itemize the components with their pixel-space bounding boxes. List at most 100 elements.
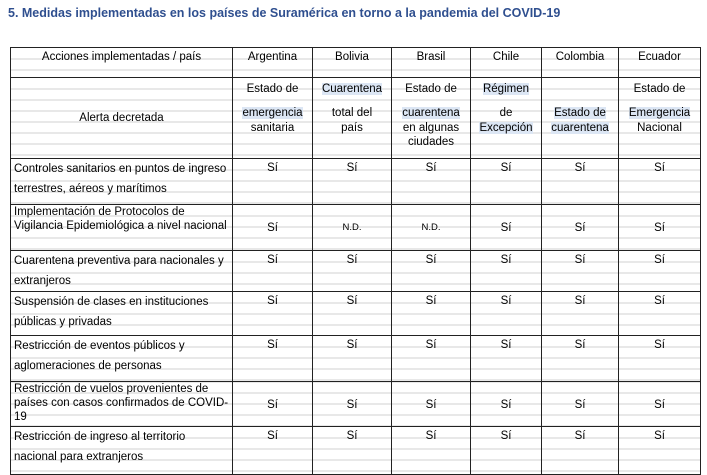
alert-line: cuarentena: [394, 106, 468, 120]
row-value: Sí: [541, 381, 619, 427]
table-row: Restricción de eventos públicos y aglome…: [10, 335, 701, 382]
row-label: Restricción de vuelos provenientes de pa…: [10, 381, 233, 427]
alert-line: Estado de: [405, 83, 457, 95]
highlight: Emergencia: [628, 107, 691, 119]
table-row: Restricción de vuelos provenientes de pa…: [10, 381, 701, 427]
row-value: Sí: [470, 381, 542, 427]
row-value: Sí: [391, 250, 471, 292]
highlight: Excepción: [479, 122, 533, 134]
highlight: Régimen: [482, 83, 530, 95]
table-row: Cuarentena preventiva para nacionales y …: [10, 250, 701, 292]
row-value: Sí: [618, 204, 701, 251]
row-label: Implementación de Protocolos de Vigilanc…: [10, 204, 233, 251]
row-value: Sí: [541, 204, 619, 251]
row-value: N.D.: [312, 204, 392, 251]
row-value: Sí: [470, 335, 542, 382]
header-country: Argentina: [232, 47, 313, 78]
row-value: Sí: [618, 158, 701, 205]
alert-line: país: [341, 122, 363, 134]
row-value: Sí: [541, 335, 619, 382]
row-value: Sí: [470, 204, 542, 251]
row-value: Sí: [391, 381, 471, 427]
alert-line: de: [499, 107, 513, 119]
alert-line: emergencia: [235, 106, 310, 120]
row-value: Sí: [232, 335, 313, 382]
highlight: cuarentena: [402, 107, 460, 119]
row-value: Sí: [618, 381, 701, 427]
row-value: Sí: [232, 250, 313, 292]
row-value: Sí: [391, 426, 471, 475]
alert-line: Excepción: [473, 121, 539, 135]
highlight: cuarentena: [551, 122, 609, 134]
row-value: Sí: [391, 335, 471, 382]
row-value: Sí: [232, 426, 313, 475]
alert-line: Estado de: [246, 83, 299, 95]
row-value: Sí: [470, 291, 542, 336]
alert-value: Estado de emergencia sanitaria: [232, 77, 313, 159]
header-country: Chile: [470, 47, 542, 78]
alert-value: Estado de cuarentena: [541, 77, 619, 159]
table-row: Suspensión de clases en instituciones pú…: [10, 291, 701, 336]
alert-line: Estado de: [633, 83, 686, 95]
header-country: Colombia: [541, 47, 619, 78]
row-value: Sí: [232, 158, 313, 205]
alert-value: Estado de Emergencia Nacional: [618, 77, 701, 159]
table-row: Restricción de ingreso al territorio nac…: [10, 426, 701, 475]
row-value: Sí: [470, 426, 542, 475]
highlight: emergencia: [242, 107, 303, 119]
section-title: 5. Medidas implementadas en los países d…: [8, 6, 561, 20]
alert-line: total del: [331, 107, 373, 119]
alert-line: cuarentena: [544, 121, 616, 135]
row-label: Controles sanitarios en puntos de ingres…: [10, 158, 233, 205]
alert-line: Nacional: [637, 122, 682, 134]
alert-line: Estado de: [544, 106, 616, 120]
row-value: Sí: [391, 291, 471, 336]
header-actions: Acciones implementadas / país: [10, 47, 233, 78]
row-value: Sí: [618, 250, 701, 292]
row-value: N.D.: [391, 204, 471, 251]
alert-line: Cuarentena: [315, 82, 389, 96]
row-value: Sí: [232, 204, 313, 251]
row-value: Sí: [541, 158, 619, 205]
row-value: Sí: [618, 426, 701, 475]
row-label: Restricción de eventos públicos y aglome…: [10, 335, 233, 382]
row-value: Sí: [312, 291, 392, 336]
alert-line: Emergencia: [621, 106, 698, 120]
row-label: Restricción de ingreso al territorio nac…: [10, 426, 233, 475]
table-row: Controles sanitarios en puntos de ingres…: [10, 158, 701, 205]
row-value: Sí: [470, 250, 542, 292]
alert-line: en algunas ciudades: [402, 122, 460, 148]
header-country: Ecuador: [618, 47, 701, 78]
row-value: Sí: [312, 335, 392, 382]
measures-table: Acciones implementadas / país Argentina …: [10, 47, 701, 475]
table-row: Implementación de Protocolos de Vigilanc…: [10, 204, 701, 251]
row-value: Sí: [541, 426, 619, 475]
header-row: Acciones implementadas / país Argentina …: [10, 47, 701, 78]
row-value: Sí: [312, 381, 392, 427]
alert-value: Cuarentena total del país: [312, 77, 392, 159]
row-value: Sí: [470, 158, 542, 205]
alert-line: Régimen: [473, 82, 539, 96]
row-value: Sí: [541, 250, 619, 292]
header-country: Brasil: [391, 47, 471, 78]
alert-label: Alerta decretada: [10, 77, 233, 159]
row-value: Sí: [312, 250, 392, 292]
row-label: Cuarentena preventiva para nacionales y …: [10, 250, 233, 292]
header-country: Bolivia: [312, 47, 392, 78]
highlight: Estado de: [554, 107, 606, 119]
alert-row: Alerta decretada Estado de emergencia sani…: [10, 77, 701, 159]
row-value: Sí: [232, 381, 313, 427]
row-value: Sí: [232, 291, 313, 336]
highlight: Cuarentena: [321, 83, 383, 95]
row-value: Sí: [618, 335, 701, 382]
alert-value: Estado de cuarentena en algunas ciudades: [391, 77, 471, 159]
row-value: Sí: [618, 291, 701, 336]
row-value: Sí: [312, 158, 392, 205]
row-value: Sí: [391, 158, 471, 205]
alert-value: Régimen de Excepción: [470, 77, 542, 159]
row-label: Suspensión de clases en instituciones pú…: [10, 291, 233, 336]
row-value: Sí: [312, 426, 392, 475]
alert-line: [544, 82, 616, 96]
alert-line: sanitaria: [250, 122, 295, 134]
row-value: Sí: [541, 291, 619, 336]
